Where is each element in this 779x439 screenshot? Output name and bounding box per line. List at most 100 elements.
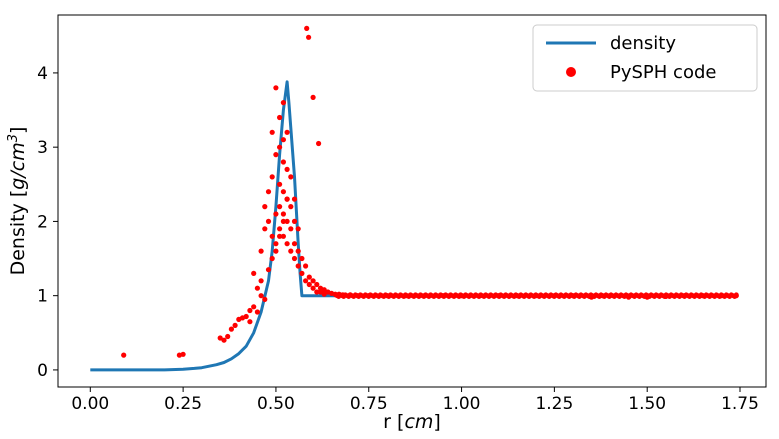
pysph-point	[288, 226, 294, 232]
pysph-point	[280, 137, 286, 143]
pysph-point	[306, 34, 312, 40]
pysph-point	[258, 278, 264, 284]
legend-pysph-swatch	[566, 67, 576, 77]
pysph-point	[251, 270, 257, 276]
pysph-point	[277, 226, 283, 232]
pysph-point	[277, 204, 283, 210]
pysph-point	[295, 248, 301, 254]
y-tick-label: 2	[37, 212, 48, 232]
x-tick-label: 0.25	[164, 394, 202, 414]
pysph-point	[269, 174, 275, 180]
pysph-point	[284, 241, 290, 247]
pysph-point	[284, 129, 290, 135]
y-tick-label: 3	[37, 138, 48, 158]
pysph-point	[269, 233, 275, 239]
pysph-point	[273, 85, 279, 91]
pysph-point	[254, 309, 260, 315]
pysph-point	[288, 248, 294, 254]
pysph-point	[280, 233, 286, 239]
pysph-point	[247, 319, 253, 325]
pysph-point	[180, 351, 186, 357]
pysph-point	[269, 255, 275, 262]
x-tick-label: 1.00	[443, 394, 481, 414]
pysph-point	[273, 152, 279, 158]
pysph-point	[277, 233, 283, 239]
pysph-point	[269, 129, 275, 135]
pysph-point	[284, 218, 290, 224]
x-tick-label: 0.75	[350, 394, 388, 414]
y-tick-label: 0	[37, 361, 48, 381]
pysph-point	[314, 289, 320, 295]
pysph-point	[243, 313, 249, 320]
pysph-point	[273, 241, 279, 247]
pysph-point	[303, 263, 309, 269]
pysph-point	[280, 159, 286, 165]
pysph-point	[288, 204, 294, 210]
pysph-point	[280, 211, 286, 217]
x-tick-label: 1.50	[628, 394, 666, 414]
density-line	[90, 80, 737, 372]
pysph-point	[258, 293, 264, 299]
x-axis: 0.00 0.25 0.50 0.75 1.00 1.25 1.50 1.75	[71, 387, 759, 414]
pysph-point	[291, 255, 298, 262]
pysph-point	[277, 144, 283, 150]
pysph-point	[280, 218, 286, 224]
pysph-point	[273, 211, 279, 217]
pysph-point	[299, 270, 305, 276]
legend-pysph-label: PySPH code	[610, 62, 716, 83]
pysph-point	[217, 335, 223, 341]
pysph-point	[277, 181, 283, 187]
pysph-point	[284, 166, 290, 172]
pysph-point	[295, 226, 301, 232]
pysph-point	[288, 174, 294, 180]
y-axis-label: Density [g/cm3]	[6, 127, 29, 276]
pysph-point	[265, 218, 272, 224]
y-axis: 0 1 2 3 4	[37, 64, 58, 381]
pysph-point	[295, 263, 301, 269]
pysph-point	[262, 296, 268, 302]
x-axis-label: r [cm]	[383, 411, 441, 433]
pysph-point	[306, 274, 312, 280]
pysph-point	[314, 281, 320, 288]
pysph-point	[284, 196, 290, 202]
pysph-point	[733, 292, 739, 298]
plot-frame	[57, 14, 767, 388]
pysph-point	[232, 322, 238, 328]
pysph-point	[280, 100, 286, 106]
pysph-point	[121, 352, 127, 358]
pysph-point	[306, 281, 312, 288]
pysph-point	[291, 196, 298, 202]
pysph-point	[265, 267, 272, 273]
pysph-point	[262, 204, 268, 210]
pysph-point	[258, 248, 264, 254]
pysph-point	[316, 140, 322, 147]
pysph-point	[228, 326, 234, 332]
x-tick-label: 0.00	[71, 394, 109, 414]
pysph-point	[303, 278, 309, 284]
pysph-point	[254, 285, 260, 291]
x-tick-label: 1.75	[721, 394, 759, 414]
pysph-point	[262, 226, 268, 232]
pysph-point	[310, 278, 316, 284]
pysph-point	[310, 94, 316, 100]
pysph-point	[273, 248, 279, 254]
series-layer	[90, 25, 739, 372]
pysph-point	[304, 25, 310, 31]
pysph-point	[251, 304, 257, 310]
pysph-point	[310, 285, 316, 291]
pysph-point	[225, 333, 231, 340]
pysph-point	[291, 218, 298, 224]
pysph-point	[265, 189, 272, 195]
legend-density-label: density	[610, 33, 676, 54]
pysph-point	[247, 307, 253, 314]
y-tick-label: 4	[37, 64, 48, 84]
pysph-point	[277, 114, 283, 121]
pysph-point	[280, 189, 286, 195]
y-tick-label: 1	[37, 287, 48, 307]
pysph-point	[299, 255, 305, 262]
pysph-point	[221, 337, 227, 343]
x-tick-label: 1.25	[535, 394, 573, 414]
legend: density PySPH code	[532, 24, 758, 92]
pysph-point	[291, 241, 298, 247]
